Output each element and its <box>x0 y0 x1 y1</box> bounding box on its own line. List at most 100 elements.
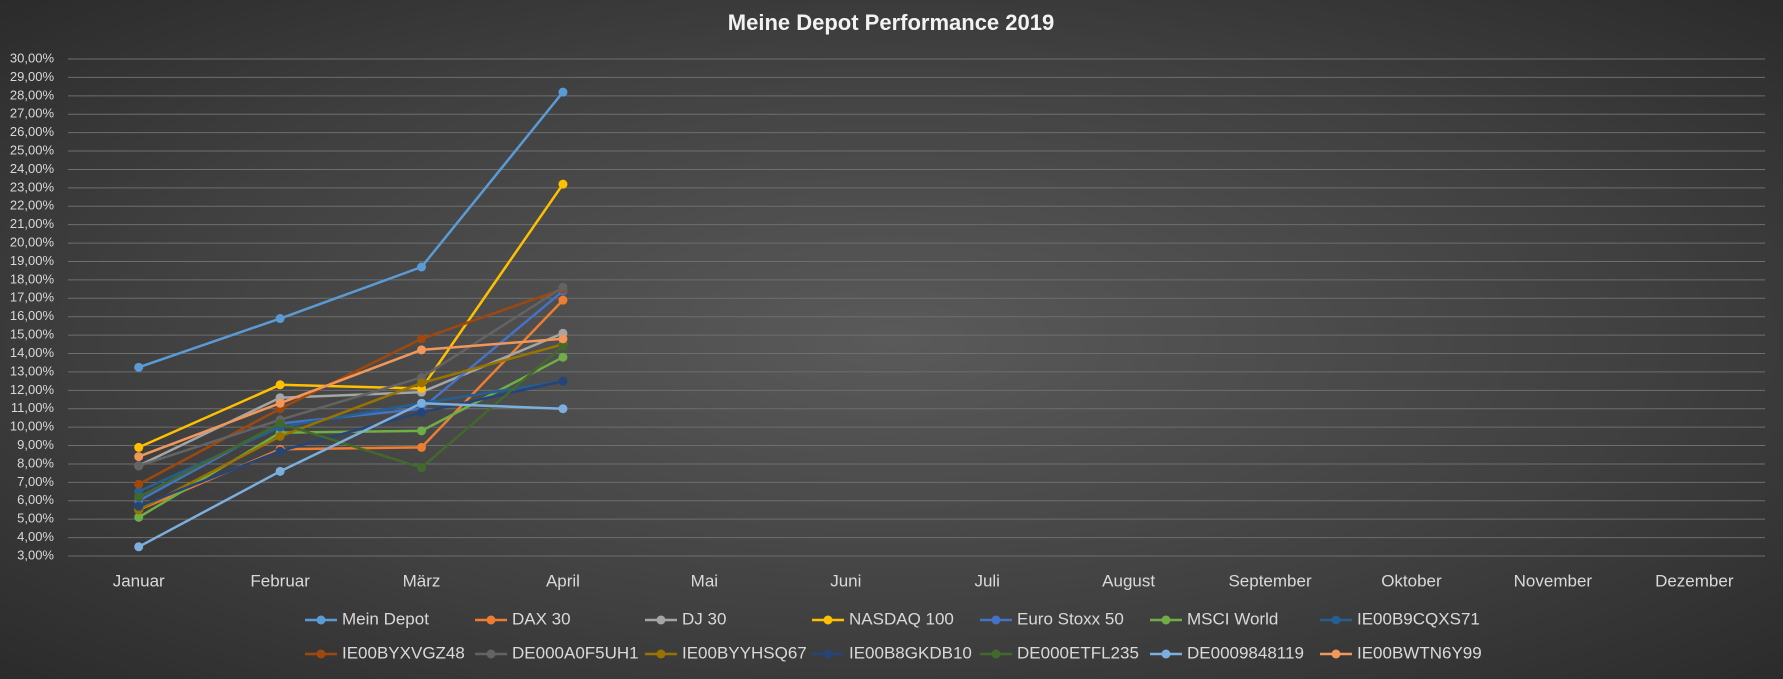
data-point <box>134 479 144 489</box>
y-tick-label: 8,00% <box>17 455 54 470</box>
legend-label: Mein Depot <box>342 609 429 628</box>
legend-label: DE0009848119 <box>1187 643 1304 662</box>
series-line <box>138 286 564 467</box>
legend-marker <box>486 615 496 625</box>
y-tick-label: 25,00% <box>10 142 55 157</box>
legend-label: MSCI World <box>1187 609 1278 628</box>
data-point <box>417 398 427 408</box>
y-tick-label: 16,00% <box>10 308 55 323</box>
y-tick-label: 10,00% <box>10 419 55 434</box>
legend-marker <box>1161 649 1171 659</box>
x-tick-label: April <box>546 571 580 590</box>
legend-marker <box>316 615 326 625</box>
y-tick-label: 11,00% <box>11 400 55 415</box>
y-tick-label: 24,00% <box>10 161 55 176</box>
data-point <box>558 376 568 386</box>
chart-title: Meine Depot Performance 2019 <box>728 10 1054 35</box>
data-point <box>558 87 568 97</box>
data-point <box>558 404 568 414</box>
legend-label: NASDAQ 100 <box>849 609 954 628</box>
y-tick-label: 13,00% <box>10 363 55 378</box>
y-tick-label: 3,00% <box>17 547 54 562</box>
data-point <box>275 380 285 390</box>
legend-label: IE00BWTN6Y99 <box>1357 643 1482 662</box>
y-tick-label: 21,00% <box>10 216 55 231</box>
y-tick-label: 6,00% <box>17 492 54 507</box>
y-tick-label: 18,00% <box>10 271 55 286</box>
data-point <box>558 282 568 292</box>
legend-label: IE00B9CQXS71 <box>1357 609 1480 628</box>
data-point <box>134 442 144 452</box>
legend-marker <box>486 649 496 659</box>
data-point <box>417 442 427 452</box>
legend-marker <box>656 649 666 659</box>
data-point <box>275 314 285 324</box>
data-point <box>134 492 144 502</box>
y-tick-label: 28,00% <box>10 87 55 102</box>
series-line <box>138 91 564 369</box>
y-tick-label: 14,00% <box>10 345 55 360</box>
legend-marker <box>1331 615 1341 625</box>
y-tick-label: 19,00% <box>10 253 55 268</box>
y-tick-label: 20,00% <box>10 235 55 250</box>
data-point <box>417 426 427 436</box>
data-point <box>134 452 144 462</box>
data-point <box>275 431 285 441</box>
series-line <box>138 345 564 499</box>
data-point <box>417 463 427 473</box>
x-tick-label: März <box>403 571 441 590</box>
series-line <box>138 343 564 512</box>
legend-label: DE000ETFL235 <box>1017 643 1139 662</box>
y-tick-label: 5,00% <box>17 511 54 526</box>
data-point <box>558 352 568 362</box>
y-tick-label: 17,00% <box>10 290 55 305</box>
y-tick-label: 29,00% <box>10 69 55 84</box>
y-tick-label: 7,00% <box>17 474 54 489</box>
x-tick-label: November <box>1514 571 1593 590</box>
x-tick-label: Oktober <box>1381 571 1442 590</box>
x-tick-label: Mai <box>691 571 718 590</box>
legend-marker <box>1161 615 1171 625</box>
legend-marker <box>991 649 1001 659</box>
series-line <box>138 287 564 486</box>
data-point <box>134 461 144 471</box>
x-tick-label: August <box>1102 571 1155 590</box>
legend-label: IE00B8GKDB10 <box>849 643 972 662</box>
data-point <box>417 407 427 417</box>
data-point <box>417 262 427 272</box>
legend-marker <box>823 615 833 625</box>
series-line <box>138 183 564 449</box>
data-point <box>417 345 427 355</box>
legend-label: DE000A0F5UH1 <box>512 643 639 662</box>
x-tick-label: Juli <box>974 571 1000 590</box>
legend-marker <box>656 615 666 625</box>
series-line <box>138 401 564 548</box>
legend-label: IE00BYXVGZ48 <box>342 643 465 662</box>
data-point <box>558 341 568 351</box>
x-tick-label: September <box>1228 571 1311 590</box>
legend-marker <box>316 649 326 659</box>
legend-label: IE00BYYHSQ67 <box>682 643 807 662</box>
y-tick-label: 9,00% <box>17 437 54 452</box>
legend-label: Euro Stoxx 50 <box>1017 609 1124 628</box>
data-point <box>275 466 285 476</box>
data-point <box>558 334 568 344</box>
data-point <box>558 295 568 305</box>
y-tick-label: 27,00% <box>10 106 55 121</box>
data-point <box>134 512 144 522</box>
y-tick-label: 26,00% <box>10 124 55 139</box>
data-point <box>417 334 427 344</box>
x-tick-label: Januar <box>113 571 165 590</box>
legend-marker <box>991 615 1001 625</box>
data-point <box>134 542 144 552</box>
data-point <box>134 362 144 372</box>
y-tick-label: 23,00% <box>10 179 55 194</box>
data-point <box>275 418 285 428</box>
y-tick-label: 15,00% <box>10 327 55 342</box>
x-tick-label: Februar <box>250 571 310 590</box>
x-tick-label: Juni <box>830 571 861 590</box>
y-tick-label: 22,00% <box>10 198 55 213</box>
data-point <box>275 446 285 456</box>
y-tick-label: 12,00% <box>10 382 55 397</box>
